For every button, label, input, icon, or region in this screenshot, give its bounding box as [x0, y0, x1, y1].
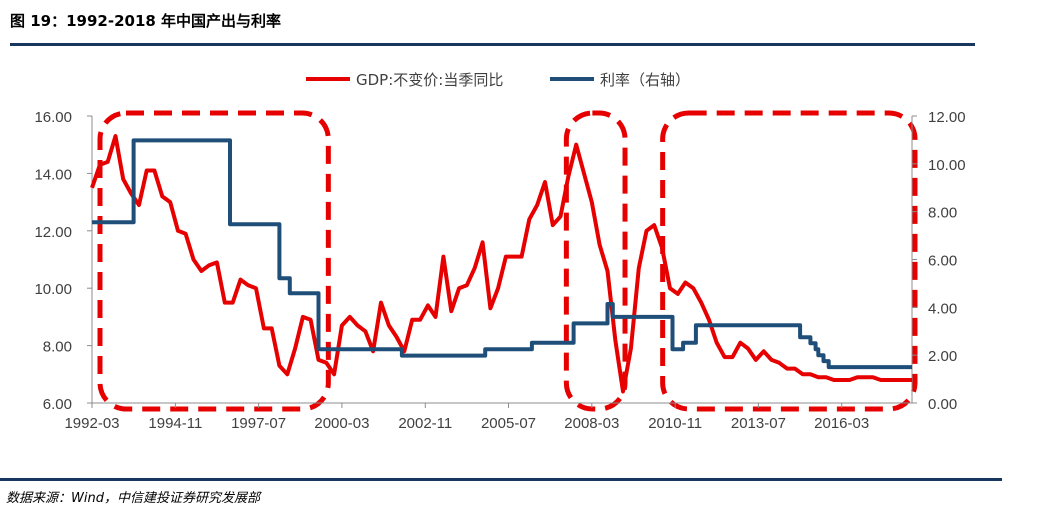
chart-title: 图 19：1992-2018 年中国产出与利率: [10, 12, 282, 30]
legend-label-rate: 利率（右轴）: [600, 71, 690, 89]
annotation-frame: [563, 110, 628, 412]
legend-label-gdp: GDP:不变价:当季同比: [356, 71, 503, 89]
legend: GDP:不变价:当季同比 利率（右轴）: [306, 71, 690, 89]
annotation-frame: [97, 110, 331, 412]
x-tick-label: 1997-07: [231, 415, 286, 432]
y-left-tick-label: 16.00: [34, 109, 72, 126]
y-right-tick-label: 0.00: [928, 396, 957, 413]
x-tick-label: 2005-07: [481, 415, 536, 432]
y-right-tick-label: 4.00: [928, 300, 957, 317]
x-tick-label: 2013-07: [731, 415, 786, 432]
y-left-tick-label: 10.00: [34, 281, 72, 298]
x-tick-label: 2008-03: [564, 415, 619, 432]
x-tick-label: 2016-03: [814, 415, 869, 432]
annotation-frame: [660, 110, 918, 412]
x-tick-label: 2000-03: [314, 415, 369, 432]
axes: 6.00 8.00 10.00 12.00 14.00 16.00 0.00 2.00 4.00…: [34, 109, 965, 432]
source-note: 数据来源：Wind，中信建投证券研究发展部: [6, 491, 260, 506]
x-tick-label: 2002-11: [398, 415, 452, 432]
y-right-tick-label: 6.00: [928, 253, 957, 270]
title-rule: [10, 43, 975, 46]
x-tick-label: 1992-03: [64, 415, 119, 432]
y-left-tick-label: 8.00: [43, 339, 72, 356]
rate-series-line: [92, 138, 912, 370]
y-right-tick-label: 12.00: [928, 109, 966, 126]
y-left-tick-label: 12.00: [34, 224, 72, 241]
gdp-series-line: [90, 134, 912, 394]
y-right-tick-label: 8.00: [928, 205, 957, 222]
y-left-tick-label: 14.00: [34, 166, 72, 183]
y-right-tick-label: 2.00: [928, 348, 957, 365]
annotation-frames: [97, 110, 918, 412]
series-lines: [90, 134, 912, 394]
x-tick-label: 2010-11: [648, 415, 702, 432]
footer-rule: [0, 478, 1002, 481]
y-right-tick-label: 10.00: [928, 157, 966, 174]
y-left-tick-label: 6.00: [43, 396, 72, 413]
x-tick-label: 1994-11: [148, 415, 202, 432]
